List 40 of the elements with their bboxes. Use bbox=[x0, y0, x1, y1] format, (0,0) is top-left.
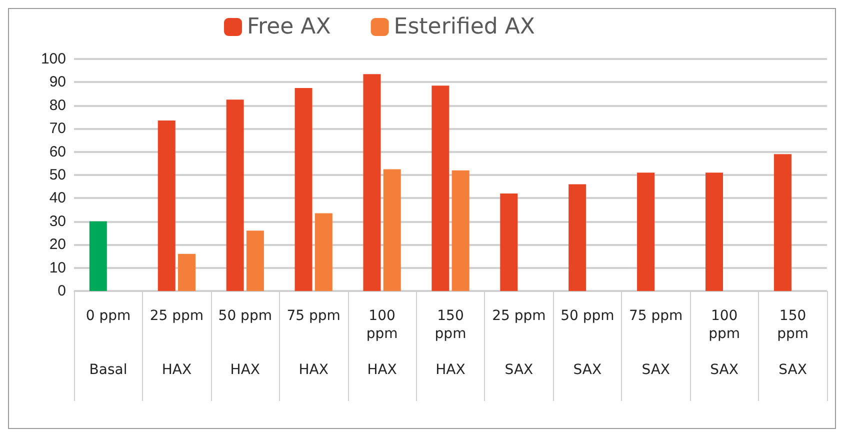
bar bbox=[363, 74, 381, 291]
bar bbox=[774, 154, 792, 291]
y-tick-label: 70 bbox=[49, 120, 66, 138]
bar bbox=[226, 100, 244, 291]
category-label: 50 ppm HAX bbox=[218, 308, 272, 378]
category-label: 25 ppm HAX bbox=[150, 308, 204, 378]
bar bbox=[158, 120, 176, 291]
y-tick-label: 80 bbox=[49, 96, 66, 114]
bar bbox=[383, 169, 401, 291]
category-label: 100 ppm SAX bbox=[708, 308, 740, 378]
category-label: 150 ppm SAX bbox=[777, 308, 808, 378]
y-tick-label: 60 bbox=[49, 143, 66, 160]
bar bbox=[314, 213, 332, 291]
category-label: 100 ppm HAX bbox=[366, 308, 398, 378]
bar bbox=[89, 221, 107, 291]
bar bbox=[568, 184, 586, 291]
legend-label: Free AX bbox=[247, 14, 331, 40]
category-label: 75 ppm HAX bbox=[286, 308, 340, 378]
category-label: 50 ppm SAX bbox=[560, 308, 614, 378]
category-label: 75 ppm SAX bbox=[629, 308, 683, 378]
y-tick-label: 30 bbox=[49, 212, 66, 230]
bar bbox=[705, 172, 724, 291]
legend-label: Esterified AX bbox=[394, 14, 535, 40]
y-tick-label: 100 bbox=[40, 50, 66, 68]
category-label: 0 ppm Basal bbox=[86, 308, 131, 378]
bar bbox=[178, 254, 196, 291]
y-tick-label: 90 bbox=[49, 74, 66, 91]
y-tick-label: 40 bbox=[49, 190, 66, 207]
bar bbox=[637, 172, 655, 291]
bar bbox=[432, 86, 450, 291]
y-tick-label: 50 bbox=[49, 166, 66, 184]
category-label: 25 ppm SAX bbox=[492, 308, 546, 378]
y-tick-label: 20 bbox=[49, 236, 66, 254]
y-tick-label: 10 bbox=[49, 259, 66, 276]
bar bbox=[452, 170, 470, 291]
bar bbox=[246, 230, 264, 291]
bar bbox=[294, 88, 312, 291]
category-label: 150 ppm HAX bbox=[434, 308, 466, 378]
y-tick-label: 0 bbox=[58, 282, 66, 300]
bar bbox=[500, 194, 518, 291]
